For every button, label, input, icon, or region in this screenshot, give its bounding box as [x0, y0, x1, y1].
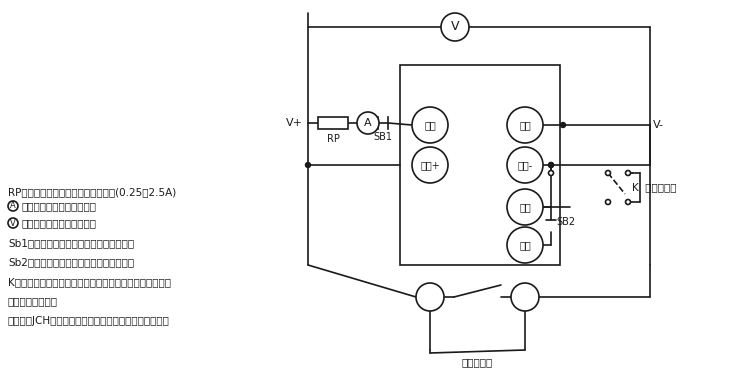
FancyBboxPatch shape — [318, 117, 348, 129]
Circle shape — [412, 147, 448, 183]
Circle shape — [357, 112, 379, 134]
Text: 重合: 重合 — [424, 120, 436, 130]
Text: V-: V- — [653, 120, 664, 130]
Text: 电源-: 电源- — [517, 160, 533, 170]
Text: 为安平表用来监视合闸电流: 为安平表用来监视合闸电流 — [21, 201, 96, 211]
Circle shape — [507, 107, 543, 143]
Circle shape — [507, 227, 543, 263]
Text: 为电压表用来监视额定电压: 为电压表用来监视额定电压 — [21, 218, 96, 228]
Text: RP: RP — [327, 134, 339, 144]
Text: SB2: SB2 — [556, 217, 575, 227]
Text: 另有一付JCH常开触点接秒表停止，用来停止秒表计时。: 另有一付JCH常开触点接秒表停止，用来停止秒表计时。 — [8, 316, 170, 326]
Circle shape — [412, 107, 448, 143]
Circle shape — [511, 283, 539, 311]
Text: V+: V+ — [286, 118, 303, 128]
Circle shape — [561, 123, 565, 128]
Text: A: A — [364, 118, 372, 128]
Circle shape — [8, 218, 18, 228]
Text: Sb1为常闭按鈕，用来复位合闸保持电流。: Sb1为常闭按鈕，用来复位合闸保持电流。 — [8, 238, 134, 248]
Circle shape — [548, 162, 553, 168]
Text: SB1: SB1 — [374, 132, 392, 142]
Circle shape — [441, 13, 469, 41]
Text: K为刀开关或同一继电器的两付同时动作的常开触点，用来: K为刀开关或同一继电器的两付同时动作的常开触点，用来 — [8, 277, 171, 287]
Circle shape — [507, 147, 543, 183]
Circle shape — [625, 171, 630, 176]
Circle shape — [548, 162, 553, 168]
Text: K  接秒表启动: K 接秒表启动 — [632, 183, 677, 192]
Text: A: A — [10, 201, 16, 210]
Text: V: V — [451, 21, 460, 33]
Circle shape — [625, 200, 630, 204]
Circle shape — [605, 171, 611, 176]
Text: RP为大功率滑成变阻器用来调节电流(0.25～2.5A): RP为大功率滑成变阻器用来调节电流(0.25～2.5A) — [8, 187, 176, 197]
Text: 控制延时的启动。: 控制延时的启动。 — [8, 297, 58, 307]
Text: 电源+: 电源+ — [420, 160, 440, 170]
Circle shape — [605, 200, 611, 204]
Text: 接秒表停止: 接秒表停止 — [462, 357, 493, 367]
Text: 合闸: 合闸 — [519, 120, 531, 130]
Text: V: V — [10, 219, 16, 228]
Circle shape — [507, 189, 543, 225]
Circle shape — [8, 201, 18, 211]
Text: Sb2为常开按鈕，用来测试放电闭锁功能。: Sb2为常开按鈕，用来测试放电闭锁功能。 — [8, 258, 134, 267]
Circle shape — [548, 171, 553, 176]
Text: 放电: 放电 — [519, 240, 531, 250]
Circle shape — [306, 162, 311, 168]
Circle shape — [416, 283, 444, 311]
Text: 启动: 启动 — [519, 202, 531, 212]
